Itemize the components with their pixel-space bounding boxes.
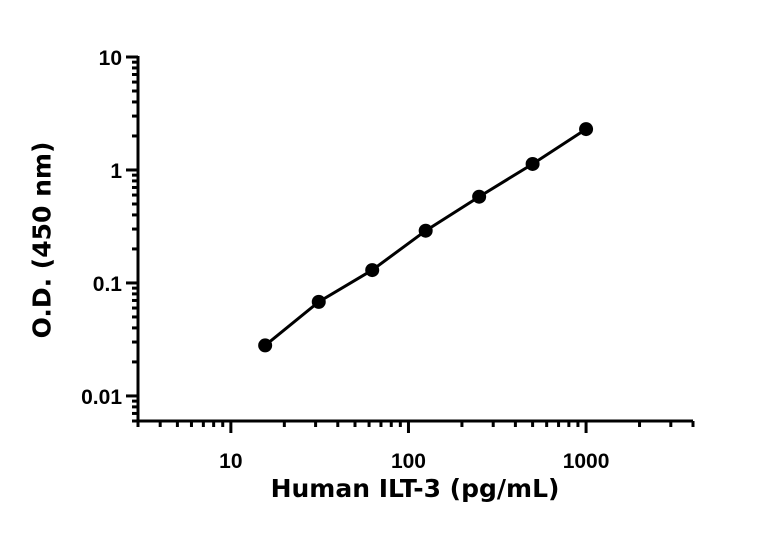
y-tick-label: 0.01 <box>81 386 122 409</box>
data-point <box>579 122 594 137</box>
data-point <box>525 156 540 171</box>
data-point <box>258 338 273 353</box>
x-tick-label: 10 <box>219 450 242 473</box>
data-series <box>258 122 594 353</box>
axes: 0.01 0.1 1 10 10 100 1000 <box>81 47 695 473</box>
data-point <box>365 263 380 278</box>
y-tick-label: 0.1 <box>93 273 123 296</box>
x-tick-label: 1000 <box>563 450 610 473</box>
x-tick-label: 100 <box>391 450 426 473</box>
data-point <box>418 223 433 238</box>
y-axis-label: O.D. (450 nm) <box>27 141 57 339</box>
data-point <box>311 294 326 309</box>
data-point <box>472 189 487 204</box>
x-axis-label: Human ILT-3 (pg/mL) <box>270 474 560 503</box>
y-tick-label: 10 <box>99 47 122 70</box>
y-tick-label: 1 <box>110 160 122 183</box>
